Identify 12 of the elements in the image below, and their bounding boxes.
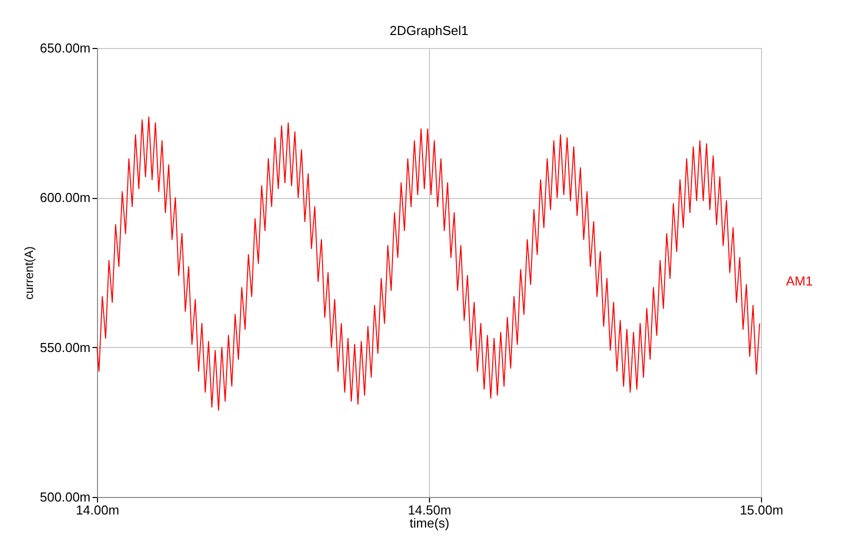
y-tick-label: 600.00m	[40, 190, 90, 206]
x-axis-title: time(s)	[410, 516, 450, 530]
y-tick-label: 500.00m	[40, 490, 90, 504]
y-tick-label: 650.00m	[40, 40, 90, 56]
x-tick-label: 14.50m	[408, 502, 452, 518]
chart-title: 2DGraphSel1	[390, 23, 468, 38]
y-tick-label: 550.00m	[40, 340, 90, 355]
line-series	[96, 116, 760, 411]
y-axis-title: current(A)	[22, 246, 36, 300]
text: AM1	[786, 273, 813, 288]
x-tick-label: 15.00m	[740, 502, 784, 518]
x-tick-label: 14.00m	[76, 502, 120, 518]
